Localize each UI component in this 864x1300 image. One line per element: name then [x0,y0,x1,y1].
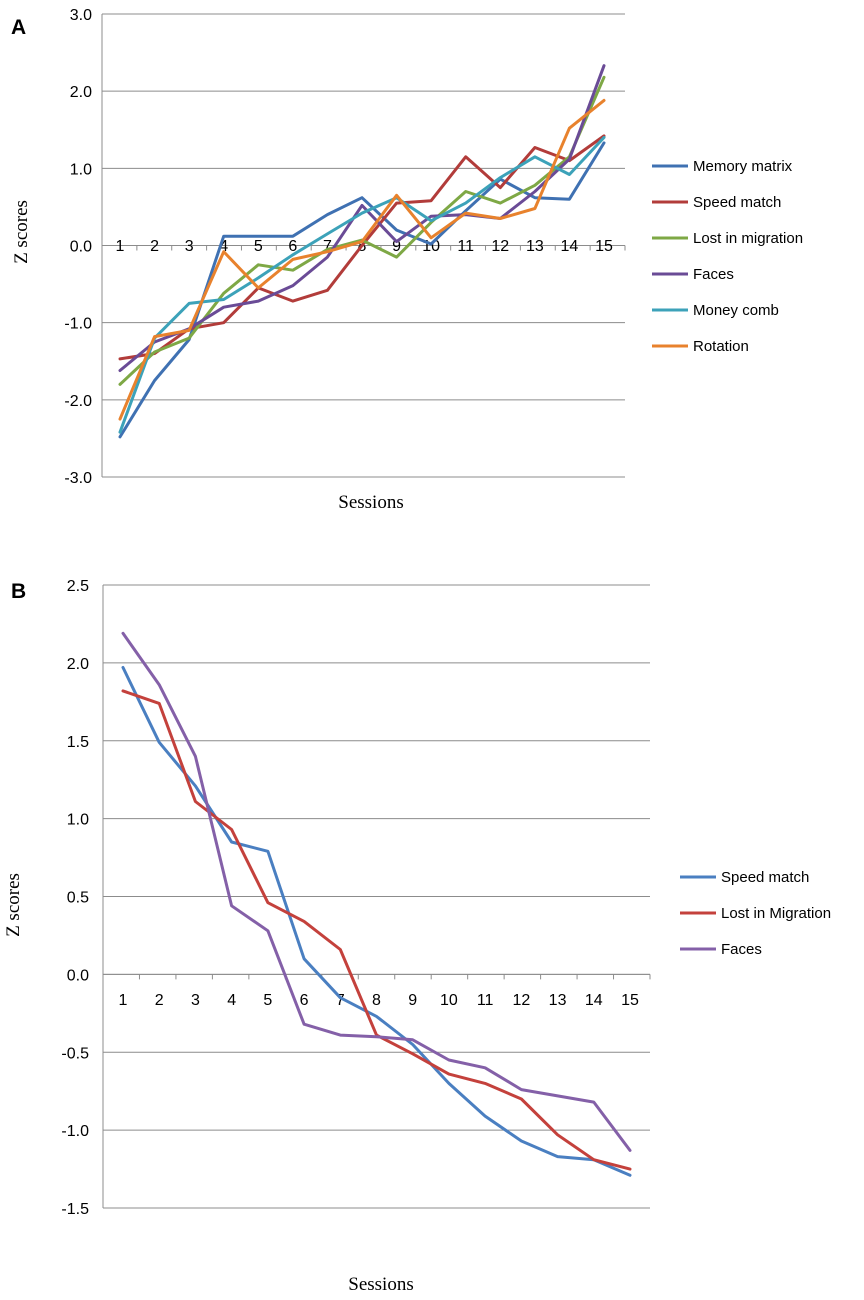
panel-a-y-tick-label: 2.0 [70,84,92,101]
panel-b-y-axis-title: Z scores [3,873,24,937]
panel-b-y-tick-label: 2.0 [67,656,89,673]
panel-b-x-tick-label: 8 [372,992,381,1009]
panel-b-x-tick-label: 7 [336,992,345,1009]
panel-b-x-tick-label: 4 [227,992,236,1009]
panel-b-y-tick-label: 1.0 [67,812,89,829]
panel-a-legend-label-money-comb: Money comb [693,302,779,319]
panel-b-y-tick-label: -0.5 [61,1045,89,1062]
panel-b-x-tick-label: 10 [440,992,458,1009]
panel-a-x-tick-label: 7 [323,238,332,255]
panel-b-legend-label-speed-match: Speed match [721,869,809,886]
panel-b-legend-label-faces: Faces [721,941,762,958]
panel-a-series-rotation [118,98,606,421]
panel-b-series-lost-in-migration [121,689,632,1171]
panel-a-series-money-comb [118,136,606,434]
panel-a-label: A [11,16,26,39]
panel-b-x-tick-label: 3 [191,992,200,1009]
panel-b-x-tick-label: 5 [263,992,272,1009]
panel-b-x-tick-label: 9 [408,992,417,1009]
panel-a-y-tick-label: -1.0 [64,316,92,333]
panel-b-y-tick-label: 1.5 [67,734,89,751]
panel-b-x-tick-label: 13 [549,992,567,1009]
panel-a-x-tick-label: 12 [491,238,509,255]
panel-a-x-tick-label: 1 [116,238,125,255]
panel-a-legend-label-speed-match: Speed match [693,194,781,211]
panel-a-x-tick-label: 9 [392,238,401,255]
panel-a-legend-label-memory-matrix: Memory matrix [693,158,793,175]
panel-a-x-tick-label: 3 [185,238,194,255]
panel-a-x-tick-label: 13 [526,238,544,255]
panel-b-y-tick-label: -1.0 [61,1123,89,1140]
panel-b-legend-label-lost-in-migration: Lost in Migration [721,905,831,922]
panel-a-x-tick-label: 2 [150,238,159,255]
panel-b-y-tick-label: 2.5 [67,578,89,595]
panel-a-x-tick-label: 6 [288,238,297,255]
panel-a-series-speed-match [118,134,606,361]
panel-b-x-tick-label: 14 [585,992,603,1009]
panel-a-y-tick-label: 0.0 [70,239,92,256]
panel-a-x-tick-label: 14 [561,238,579,255]
panel-a-y-tick-label: 1.0 [70,161,92,178]
panel-b-x-tick-label: 15 [621,992,639,1009]
panel-b-y-tick-label: -1.5 [61,1201,89,1218]
panel-b-series-speed-match [121,666,632,1177]
panel-b-x-axis-title: Sessions [348,1274,413,1295]
panel-a-legend-label-faces: Faces [693,266,734,283]
panel-b-x-tick-label: 1 [119,992,128,1009]
panel-a-y-axis-title: Z scores [11,200,32,264]
panel-a-x-axis-title: Sessions [338,492,403,513]
panel-a-y-tick-label: -3.0 [64,470,92,487]
panel-a-series-faces [118,64,606,372]
panel-b-y-tick-label: 0.5 [67,890,89,907]
panel-a-x-tick-label: 11 [457,238,474,255]
panel-b-series-faces [121,631,632,1152]
panel-a-x-tick-label: 5 [254,238,263,255]
panel-a-y-tick-label: 3.0 [70,7,92,24]
panel-a-x-tick-label: 4 [219,238,228,255]
panel-b-x-tick-label: 2 [155,992,164,1009]
panel-a-chart: A -3.0-2.0-1.00.01.02.03.01 2 3 4 5 6 7 8 9 10 11 1… [11,7,803,513]
panel-b-x-tick-label: 11 [477,992,494,1009]
panel-a-y-tick-label: -2.0 [64,393,92,410]
panel-b-x-tick-label: 6 [300,992,309,1009]
panel-b-x-tick-label: 12 [512,992,530,1009]
panel-b-chart: B -1.5-1.0-0.50.00.51.01.52.02.51 2 3 4 5 6 7 8… [3,578,831,1295]
panel-a-x-tick-label: 15 [595,238,613,255]
panel-b-y-tick-label: 0.0 [67,967,89,984]
panel-a-legend-label-lost-in-migration: Lost in migration [693,230,803,247]
panel-b-label: B [11,580,26,603]
panel-a-legend-label-rotation: Rotation [693,338,749,355]
panel-a-series-lost-in-migration [118,75,606,386]
